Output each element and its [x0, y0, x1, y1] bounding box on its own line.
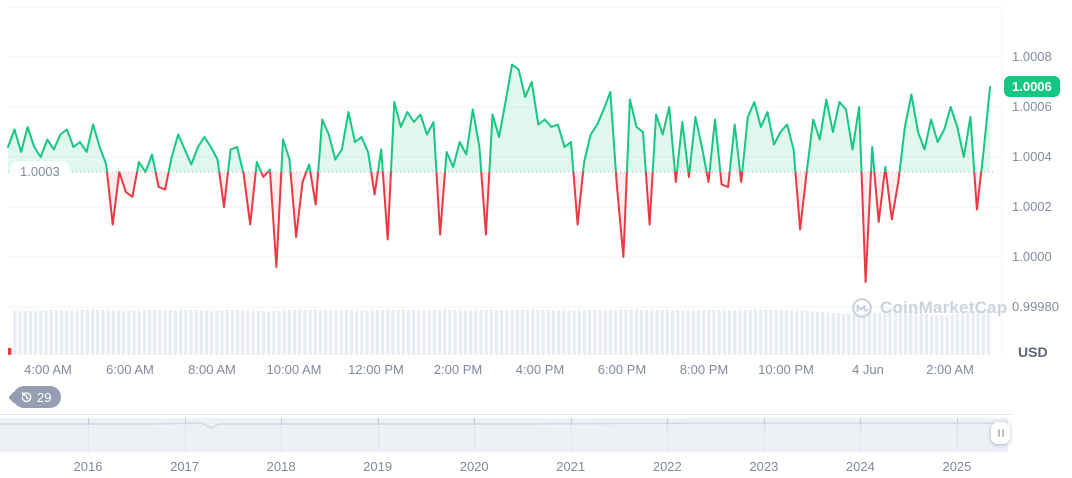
minimap-year-label: 2024	[845, 459, 875, 474]
reference-price-label: 1.0003	[10, 161, 70, 183]
minimap-year-label: 2019	[363, 459, 393, 474]
y-axis-tick-label: 1.0006	[1012, 99, 1052, 114]
minimap-year-label: 2016	[73, 459, 103, 474]
minimap-year-separator	[474, 418, 476, 452]
y-axis-tick-label: 0.99980	[1012, 299, 1059, 314]
minimap-year-separator	[860, 418, 862, 452]
current-price-badge: 1.0006	[1004, 76, 1060, 97]
minimap-year-label: 2022	[652, 459, 682, 474]
minimap-year-separator	[377, 418, 379, 452]
minimap-year-label: 2021	[556, 459, 586, 474]
x-axis-tick-label: 10:00 AM	[266, 362, 322, 377]
history-count: 29	[37, 389, 52, 405]
minimap-year-label: 2018	[266, 459, 296, 474]
minimap-year-separator	[88, 418, 89, 452]
minimap-year-tick	[281, 418, 283, 425]
minimap-year-tick	[667, 418, 669, 425]
minimap-year-separator	[956, 418, 958, 452]
minimap-year-tick	[88, 418, 89, 425]
x-axis-tick-label: 10:00 PM	[758, 362, 814, 377]
area-fill-above-reference	[8, 64, 990, 172]
handle-grip-bar	[1001, 429, 1004, 437]
watermark-text: CoinMarketCap	[880, 298, 1008, 317]
price-chart-canvas[interactable]	[0, 0, 1010, 360]
minimap-year-label: 2025	[942, 459, 972, 474]
x-axis-tick-label: 4:00 PM	[515, 362, 565, 377]
minimap-year-separator	[570, 418, 572, 452]
area-fill-below-reference	[8, 172, 990, 282]
y-axis-tick-label: 1.0004	[1012, 149, 1052, 164]
minimap-year-separator	[763, 418, 765, 452]
minimap-year-separator	[281, 418, 283, 452]
minimap-year-tick	[474, 418, 476, 425]
minimap-year-label: 2023	[749, 459, 779, 474]
minimap-year-separator	[184, 418, 186, 452]
timeline-minimap[interactable]: 2016 2017 2018 2019 2020 2021 2022 2023 2024 2025	[0, 414, 1012, 478]
minimap-year-tick	[860, 418, 862, 425]
axis-unit-label: USD	[1018, 344, 1048, 360]
handle-grip-bar	[997, 429, 1000, 437]
x-axis-tick-label: 8:00 PM	[679, 362, 729, 377]
x-axis-tick-label: 2:00 PM	[433, 362, 483, 377]
minimap-year-tick	[956, 418, 958, 425]
minimap-year-tick	[377, 418, 379, 425]
x-axis-tick-label: 12:00 PM	[348, 362, 404, 377]
minimap-selection-band[interactable]	[0, 418, 1008, 452]
coinmarketcap-logo-icon	[852, 298, 872, 318]
x-axis-tick-label: 2:00 AM	[926, 362, 974, 377]
minimap-year-tick	[184, 418, 186, 425]
history-count-badge[interactable]: 29	[13, 386, 62, 408]
volume-bars	[8, 309, 991, 355]
minimap-year-label: 2017	[170, 459, 200, 474]
x-axis-tick-label: 6:00 PM	[597, 362, 647, 377]
x-axis: 4:00 AM 6:00 AM 8:00 AM 10:00 AM 12:00 PM 2:0…	[0, 362, 1010, 380]
x-axis-tick-label: 4 Jun	[852, 362, 884, 377]
y-axis-tick-label: 1.0000	[1012, 249, 1052, 264]
price-line-down	[106, 172, 983, 283]
minimap-year-separator	[667, 418, 669, 452]
minimap-year-tick	[570, 418, 572, 425]
coinmarketcap-watermark: CoinMarketCap	[851, 297, 1007, 319]
x-axis-tick-label: 6:00 AM	[106, 362, 154, 377]
minimap-year-tick	[763, 418, 765, 425]
price-line-up	[7, 63, 991, 172]
history-clock-icon	[21, 391, 32, 402]
x-axis-tick-label: 4:00 AM	[24, 362, 72, 377]
minimap-year-label: 2020	[459, 459, 489, 474]
minimap-drag-handle[interactable]	[991, 422, 1010, 444]
y-axis-tick-label: 1.0008	[1012, 49, 1052, 64]
y-axis-tick-label: 1.0002	[1012, 199, 1052, 214]
x-axis-tick-label: 8:00 AM	[188, 362, 236, 377]
minimap-sparkline	[0, 422, 1008, 429]
